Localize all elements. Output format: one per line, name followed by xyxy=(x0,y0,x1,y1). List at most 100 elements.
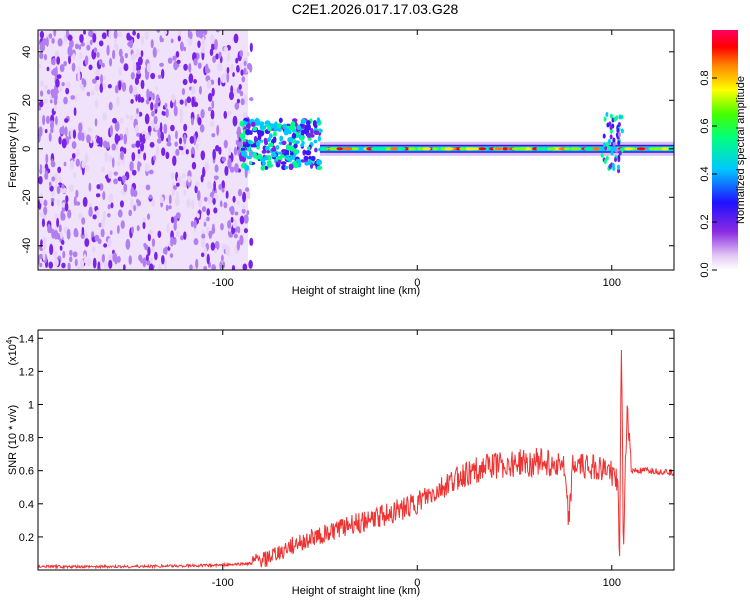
spectrogram-cell xyxy=(181,172,186,179)
spectrogram-cell xyxy=(226,67,230,74)
spectrogram-cell xyxy=(54,173,59,184)
spectrogram-carrier-cell xyxy=(398,147,406,151)
spectrogram-cell xyxy=(73,196,77,207)
spectrogram-carrier-cell xyxy=(636,147,646,151)
spectrogram-cell xyxy=(193,79,197,84)
spectrogram-cell xyxy=(242,263,248,270)
spectrogram-cell xyxy=(73,227,78,238)
spectrogram-cell xyxy=(223,139,228,149)
spectrogram-cell xyxy=(113,42,117,49)
spectrogram-cell xyxy=(148,229,153,235)
spectrogram-cell xyxy=(201,45,205,54)
spectrogram-cell xyxy=(104,151,109,162)
spectrogram-cell xyxy=(57,85,63,93)
spectrogram-cell xyxy=(213,175,219,181)
snr-y-tick-label: 1.4 xyxy=(19,333,34,345)
spectrogram-carrier-cell xyxy=(370,147,379,151)
spectrogram-cell xyxy=(246,51,250,57)
spectrogram-cell xyxy=(172,55,177,61)
spectrogram-cell xyxy=(53,229,59,240)
spectrogram-cell xyxy=(290,120,296,128)
spectrogram-cell xyxy=(157,230,162,239)
spectrogram-cell xyxy=(151,199,156,207)
spectrogram-cell xyxy=(45,37,49,48)
spectrogram-cell xyxy=(204,246,207,258)
spectrogram-cell xyxy=(140,35,144,46)
spectrogram-cell xyxy=(201,252,205,258)
spectrogram-cell xyxy=(44,129,48,134)
spectrogram-cell xyxy=(114,133,120,144)
spectrogram-cell xyxy=(233,233,239,239)
spectrogram-cell xyxy=(166,222,170,233)
spectrogram-cell xyxy=(91,246,96,253)
spectrogram-cell xyxy=(77,66,81,73)
spectrogram-cell xyxy=(100,74,104,86)
spectrogram-cell xyxy=(102,82,106,90)
spectrogram-cell xyxy=(189,135,195,144)
spectrogram-cell xyxy=(53,105,57,112)
spectrogram-cell xyxy=(120,150,124,160)
spectrogram-cell xyxy=(152,48,157,55)
spectrogram-cell xyxy=(291,132,297,139)
spectrogram-cell xyxy=(243,228,248,234)
spectrogram-cell xyxy=(58,176,62,185)
spectrogram-cell xyxy=(159,62,164,67)
spectrogram-cell xyxy=(49,99,53,104)
spectrogram-cell xyxy=(75,189,79,198)
spectrogram-cell xyxy=(54,115,58,125)
spectrogram-cell xyxy=(39,99,44,108)
spectrogram-cell xyxy=(50,128,54,133)
spectrogram-cell xyxy=(140,257,144,264)
spectrogram-carrier-cell xyxy=(546,147,553,151)
spectrogram-cell xyxy=(42,38,47,46)
spectrogram-cell xyxy=(53,250,58,258)
spectrogram-cell xyxy=(234,211,239,216)
spectrogram-cell xyxy=(146,260,152,266)
spectrogram-cell xyxy=(230,216,234,223)
spectrogram-cell xyxy=(156,30,161,33)
spectrogram-cell xyxy=(46,89,51,95)
spectrogram-cell xyxy=(306,146,311,150)
spectrogram-cell xyxy=(111,157,115,168)
spectrogram-cell xyxy=(179,99,184,105)
spectrogram-cell xyxy=(61,262,66,269)
spectrogram-cell xyxy=(195,258,199,270)
spectrogram-cell xyxy=(72,52,76,62)
spectrogram-cell xyxy=(247,62,252,70)
spectrogram-cell xyxy=(274,121,278,129)
spectrogram-cell xyxy=(201,36,205,46)
snr-y-label: SNR (10 * v/v) xyxy=(7,405,19,475)
spectrogram-cell xyxy=(175,148,180,156)
spectrogram-carrier-cell xyxy=(652,147,663,151)
spectrogram-cell xyxy=(71,152,76,159)
spectrogram-cell xyxy=(206,253,210,265)
spectrogram-cell xyxy=(98,183,104,191)
spectrogram-cell xyxy=(154,251,158,261)
spectrogram-cell xyxy=(151,110,155,117)
spectrogram-cell xyxy=(280,161,287,165)
spectrogram-cell xyxy=(48,33,53,39)
spectrogram-cell xyxy=(60,186,65,194)
spectrogram-cell xyxy=(100,228,105,238)
spectrogram-cell xyxy=(157,74,162,79)
spectrogram-cell xyxy=(68,54,71,65)
spectrogram-cell xyxy=(131,143,136,148)
spectrogram-cell xyxy=(102,75,106,81)
spectrogram-cell xyxy=(98,59,103,65)
spectrogram-cell xyxy=(300,159,307,163)
spectrogram-cell xyxy=(300,135,304,142)
spectrogram-cell xyxy=(78,122,83,133)
spectrogram-cell xyxy=(614,157,618,163)
spectrogram-cell xyxy=(208,230,213,237)
spectrogram-cell xyxy=(61,183,65,189)
spectrogram-cell xyxy=(38,212,44,218)
spectrogram-cell xyxy=(154,102,159,110)
spectrogram-image xyxy=(38,30,674,270)
spectrogram-cell xyxy=(175,50,180,58)
spectrogram-cell xyxy=(104,261,108,270)
spectrogram-cell xyxy=(83,253,87,264)
spectrogram-carrier-cell xyxy=(563,147,571,151)
spectrogram-cell xyxy=(212,55,217,64)
spectrogram-cell xyxy=(281,140,287,146)
spectrogram-cell xyxy=(209,48,214,57)
